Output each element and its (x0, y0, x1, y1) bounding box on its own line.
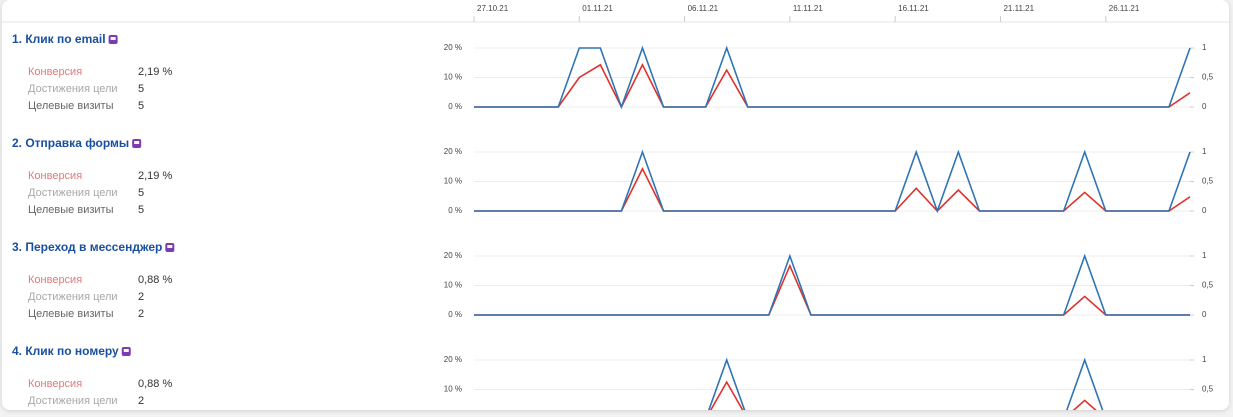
date-label: 27.10.21 (477, 4, 509, 13)
stat-label: Конверсия (28, 274, 82, 286)
stat-value: 5 (138, 187, 144, 199)
y2-tick-label: 0,5 (1202, 281, 1214, 290)
y-tick-label: 0 % (448, 102, 462, 111)
date-label: 21.11.21 (1003, 4, 1034, 13)
stat-label: Целевые визиты (28, 308, 114, 320)
date-label: 06.11.21 (688, 4, 719, 13)
goal-title: 2. Отправка формы (12, 136, 129, 150)
date-label: 01.11.21 (582, 4, 613, 13)
y-tick-label: 20 % (444, 43, 462, 52)
goal-title: 4. Клик по номеру (12, 344, 119, 358)
y2-tick-label: 0,5 (1202, 385, 1214, 394)
stat-value: 0,88 % (138, 378, 172, 390)
y2-tick-label: 1 (1202, 43, 1207, 52)
y-tick-label: 10 % (444, 177, 462, 186)
y2-tick-label: 0 (1202, 310, 1207, 319)
stat-label: Достижения цели (28, 187, 118, 199)
goal-icon-inner (134, 141, 140, 144)
stat-label: Достижения цели (28, 291, 118, 303)
goal-title: 3. Переход в мессенджер (12, 240, 162, 254)
stat-value: 2 (138, 395, 144, 407)
series-line (474, 45, 1191, 110)
stat-label: Достижения цели (28, 83, 118, 95)
stat-value: 2 (138, 291, 144, 303)
y2-tick-label: 0,5 (1202, 73, 1214, 82)
y2-tick-label: 0 (1202, 206, 1207, 215)
y2-tick-label: 1 (1202, 251, 1207, 260)
stat-value: 2 (138, 308, 144, 320)
content: 27.10.21 01.11.21 06.11.21 11.11.21 16.11.21… (12, 4, 1214, 410)
stat-label: Конверсия (28, 66, 82, 78)
goal-icon-inner (167, 245, 173, 248)
y-tick-label: 0 % (448, 310, 462, 319)
y-tick-label: 20 % (444, 355, 462, 364)
series-line (474, 357, 1190, 410)
goal-icon-inner (123, 349, 129, 352)
stat-label: Целевые визиты (28, 204, 114, 216)
stat-value: 5 (138, 100, 144, 112)
y-tick-label: 20 % (444, 147, 462, 156)
goal-title: 1. Клик по email (12, 32, 106, 46)
stat-label: Достижения цели (28, 395, 118, 407)
y2-tick-label: 0 (1202, 102, 1207, 111)
stat-label: Конверсия (28, 170, 82, 182)
stat-value: 5 (138, 83, 144, 95)
stat-label: Целевые визиты (28, 100, 114, 112)
series-line (474, 149, 1191, 214)
card (2, 0, 1229, 410)
stat-value: 2,19 % (138, 170, 172, 182)
goal-icon-inner (110, 37, 116, 40)
y-tick-label: 20 % (444, 251, 462, 260)
stat-label: Конверсия (28, 378, 82, 390)
y-tick-label: 10 % (444, 73, 462, 82)
date-label: 16.11.21 (898, 4, 929, 13)
y-tick-label: 10 % (444, 385, 462, 394)
stat-value: 0,88 % (138, 274, 172, 286)
series-line (474, 253, 1190, 316)
y2-tick-label: 0,5 (1202, 177, 1214, 186)
y2-tick-label: 1 (1202, 355, 1207, 364)
date-label: 26.11.21 (1109, 4, 1140, 13)
stat-value: 5 (138, 204, 144, 216)
y2-tick-label: 1 (1202, 147, 1207, 156)
date-label: 11.11.21 (793, 4, 824, 13)
stat-value: 2,19 % (138, 66, 172, 78)
y-tick-label: 10 % (444, 281, 462, 290)
y-tick-label: 0 % (448, 206, 462, 215)
